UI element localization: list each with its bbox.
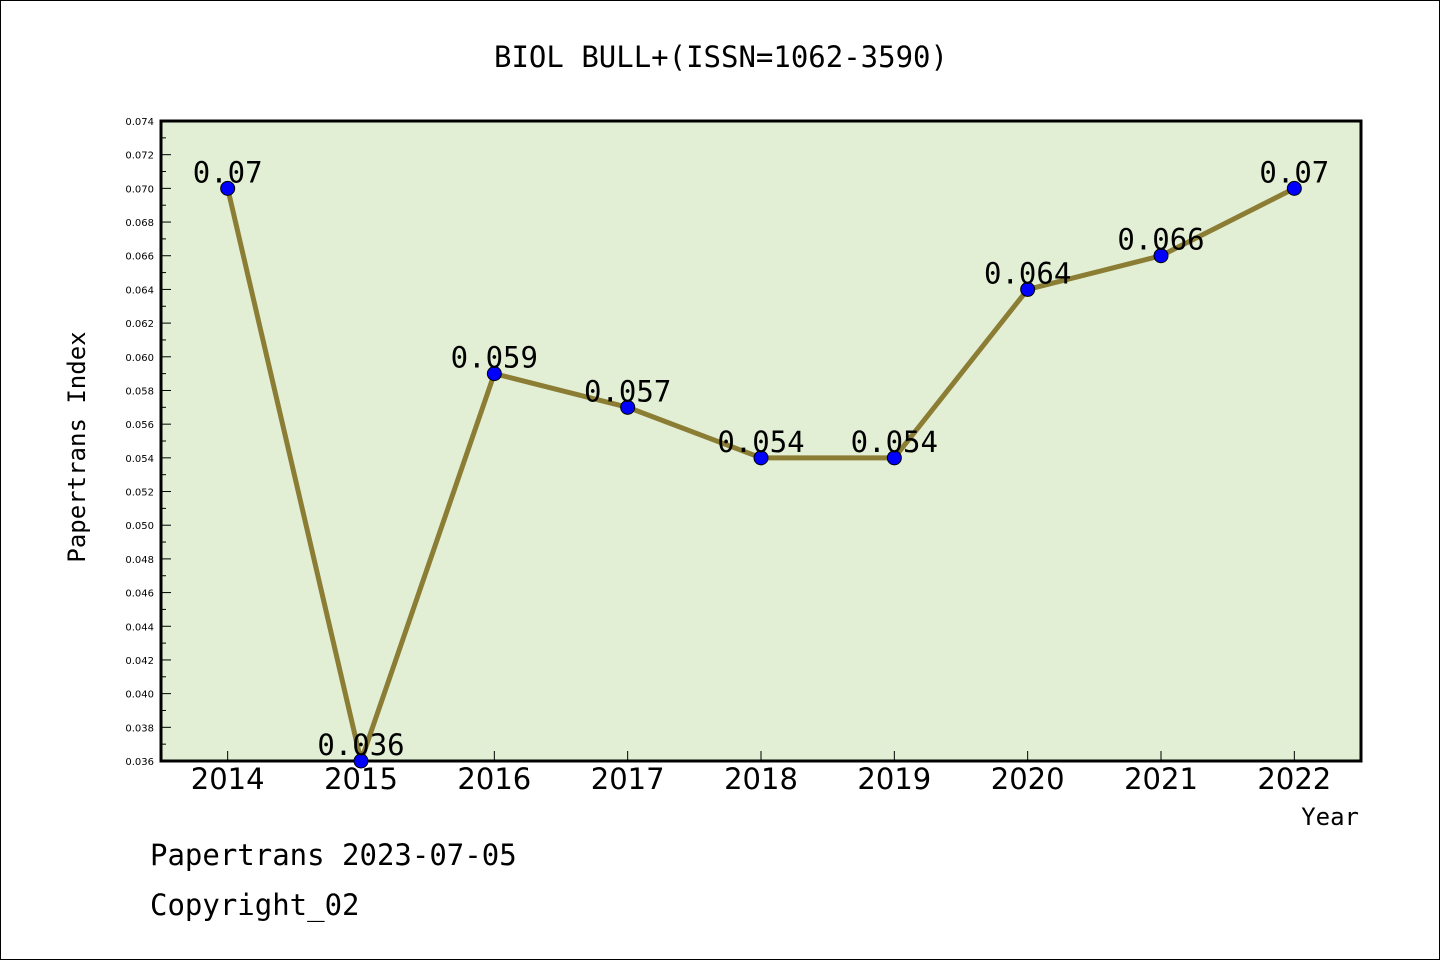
y-tick-label: 0.072 xyxy=(125,151,154,162)
data-label: 0.036 xyxy=(317,728,404,762)
chart-title: BIOL BULL+(ISSN=1062-3590) xyxy=(494,40,948,74)
data-label: 0.054 xyxy=(717,425,804,459)
y-axis-label: Papertrans Index xyxy=(63,331,91,562)
y-tick-label: 0.042 xyxy=(125,656,154,667)
data-label: 0.066 xyxy=(1117,223,1204,257)
y-tick-label: 0.070 xyxy=(125,184,154,195)
y-tick-label: 0.062 xyxy=(125,319,154,330)
data-point xyxy=(1286,180,1302,196)
footer-date: Papertrans 2023-07-05 xyxy=(150,838,517,872)
y-tick-label: 0.066 xyxy=(125,252,154,263)
data-point xyxy=(1153,248,1169,264)
data-label: 0.059 xyxy=(451,341,538,375)
y-tick-label: 0.050 xyxy=(125,521,154,532)
data-label: 0.054 xyxy=(851,425,938,459)
data-point xyxy=(886,450,902,466)
footer-copyright: Copyright_02 xyxy=(150,888,360,923)
plot-area xyxy=(159,119,1363,763)
x-tick-label: 2020 xyxy=(991,762,1065,796)
data-point xyxy=(620,399,636,415)
y-tick-label: 0.058 xyxy=(125,386,154,397)
y-tick-label: 0.038 xyxy=(125,723,154,734)
x-tick-label: 2016 xyxy=(457,762,531,796)
y-tick-label: 0.052 xyxy=(125,488,154,499)
series-group: 0.07 0.036 0.059 0.057 0.054 0.054 0.064 0.066 0… xyxy=(193,155,1329,769)
data-point xyxy=(1020,281,1036,297)
y-tick-label: 0.054 xyxy=(125,454,154,465)
y-tick-label: 0.060 xyxy=(125,353,154,364)
x-tick-label: 2018 xyxy=(724,762,798,796)
x-tick-label: 2019 xyxy=(857,762,931,796)
data-point xyxy=(353,753,369,769)
data-label: 0.07 xyxy=(1259,155,1329,189)
data-point xyxy=(753,450,769,466)
x-tick-label: 2017 xyxy=(591,762,665,796)
data-point xyxy=(220,180,236,196)
y-tick-label: 0.064 xyxy=(125,285,154,296)
y-tick-label: 0.074 xyxy=(125,117,154,128)
x-tick-label: 2021 xyxy=(1124,762,1198,796)
x-tick-label: 2022 xyxy=(1257,762,1331,796)
data-label: 0.064 xyxy=(984,256,1071,290)
y-tick-label: 0.046 xyxy=(125,589,154,600)
data-point xyxy=(486,366,502,382)
data-label: 0.057 xyxy=(584,374,671,408)
y-tick-label: 0.048 xyxy=(125,555,154,566)
y-tick-label: 0.068 xyxy=(125,218,154,229)
y-tick-label: 0.040 xyxy=(125,690,154,701)
y-tick-label: 0.056 xyxy=(125,420,154,431)
x-tick-label: 2014 xyxy=(191,762,265,796)
y-axis: 0.036 0.038 0.040 0.042 0.044 0.046 0.048 0.050… xyxy=(125,117,171,768)
data-label: 0.07 xyxy=(193,155,263,189)
y-tick-label: 0.044 xyxy=(125,622,154,633)
y-tick-label: 0.036 xyxy=(125,757,154,768)
x-axis-label: Year xyxy=(1301,803,1359,831)
